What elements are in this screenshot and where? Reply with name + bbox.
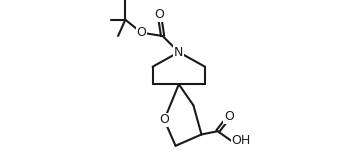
Text: O: O [137, 26, 146, 39]
Text: O: O [155, 8, 164, 21]
Text: OH: OH [231, 134, 251, 147]
Text: O: O [159, 113, 169, 126]
Text: N: N [174, 46, 183, 59]
Text: O: O [224, 110, 234, 123]
